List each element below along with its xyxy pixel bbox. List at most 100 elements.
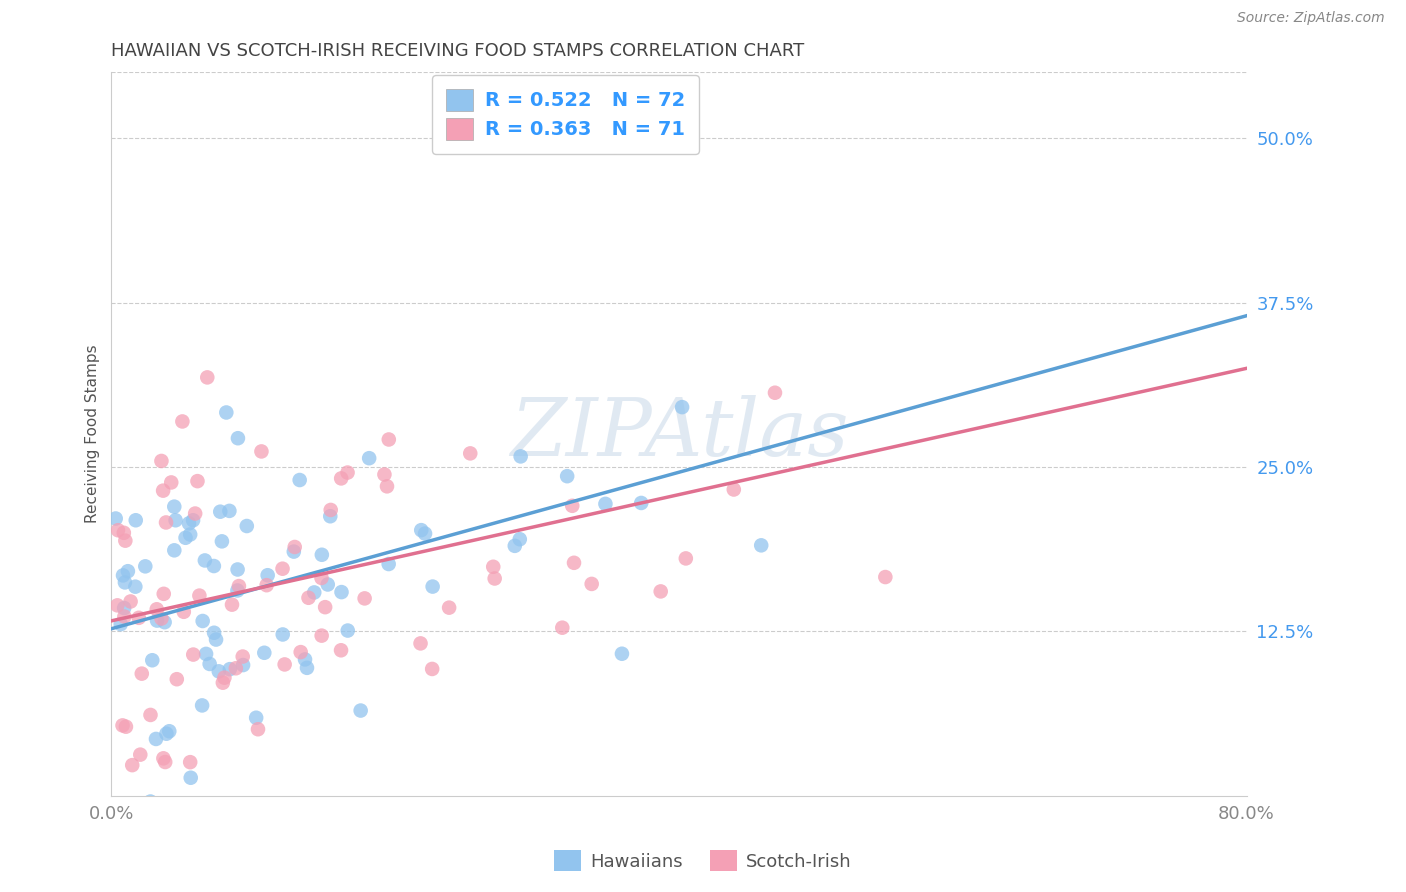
Point [211,534,233,549]
Point [422,580,444,594]
Point [155,516,177,530]
Point [110,617,132,632]
Point [205,632,228,647]
Point [221,598,243,612]
Point [311,571,333,585]
Point [166,672,188,686]
Point [226,583,249,598]
Point [179,755,201,769]
Point [155,755,177,769]
Point [763,385,786,400]
Point [359,451,381,466]
Point [150,611,173,625]
Point [610,647,633,661]
Point [152,587,174,601]
Point [150,454,173,468]
Point [157,724,180,739]
Point [250,444,273,458]
Point [375,479,398,493]
Point [671,400,693,414]
Point [226,562,249,576]
Point [208,665,231,679]
Point [484,572,506,586]
Point [121,758,143,772]
Point [115,720,138,734]
Point [225,661,247,675]
Point [195,370,218,384]
Point [409,636,432,650]
Point [114,533,136,548]
Point [283,544,305,558]
Point [232,649,254,664]
Point [316,577,339,591]
Point [336,466,359,480]
Point [181,648,204,662]
Point [152,483,174,498]
Point [420,662,443,676]
Point [319,503,342,517]
Point [215,405,238,419]
Point [163,543,186,558]
Point [330,471,353,485]
Point [141,653,163,667]
Point [297,591,319,605]
Point [675,551,697,566]
Point [218,504,240,518]
Point [112,609,135,624]
Point [273,657,295,672]
Point [125,513,148,527]
Point [482,559,505,574]
Point [330,643,353,657]
Point [174,531,197,545]
Point [186,474,208,488]
Point [160,475,183,490]
Point [211,675,233,690]
Legend: R = 0.522   N = 72, R = 0.363   N = 71: R = 0.522 N = 72, R = 0.363 N = 71 [432,75,699,153]
Point [509,450,531,464]
Point [155,727,177,741]
Point [124,580,146,594]
Point [650,584,672,599]
Point [163,500,186,514]
Point [214,671,236,685]
Point [561,499,583,513]
Point [177,516,200,531]
Point [131,666,153,681]
Text: ZIPAtlas: ZIPAtlas [510,395,848,473]
Point [218,662,240,676]
Point [336,624,359,638]
Point [228,579,250,593]
Point [146,614,169,628]
Point [114,575,136,590]
Text: Source: ZipAtlas.com: Source: ZipAtlas.com [1237,11,1385,25]
Point [581,577,603,591]
Point [139,795,162,809]
Point [179,527,201,541]
Point [172,414,194,428]
Point [271,627,294,641]
Point [284,540,307,554]
Point [112,525,135,540]
Point [246,723,269,737]
Point [723,483,745,497]
Point [377,557,399,571]
Point [191,698,214,713]
Point [630,496,652,510]
Point [378,433,401,447]
Point [350,704,373,718]
Point [295,661,318,675]
Point [562,556,585,570]
Point [236,519,259,533]
Point [314,600,336,615]
Point [120,594,142,608]
Point [145,731,167,746]
Point [271,562,294,576]
Point [112,601,135,615]
Point [411,523,433,537]
Point [117,564,139,578]
Point [152,751,174,765]
Point [105,599,128,613]
Point [209,505,232,519]
Point [458,446,481,460]
Point [180,771,202,785]
